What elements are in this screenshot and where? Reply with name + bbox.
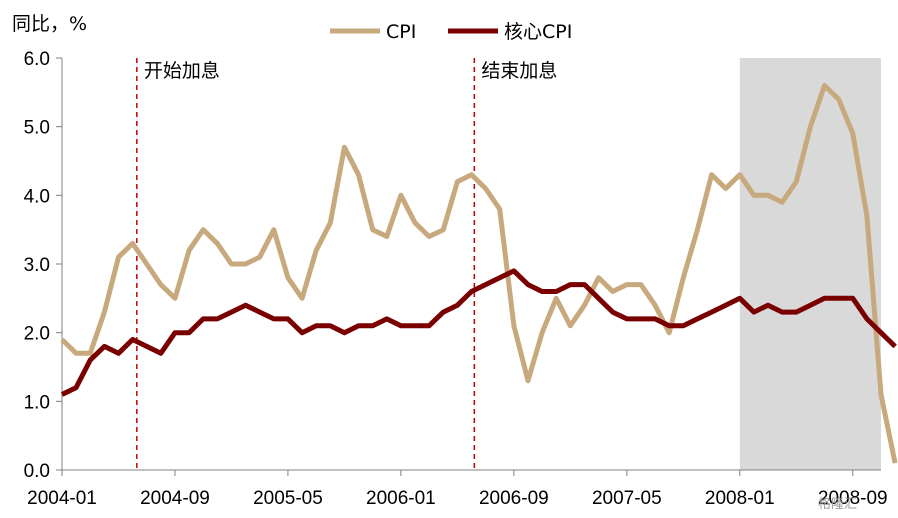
x-tick-label: 2004-01 [27, 488, 97, 509]
annotation-lines: 开始加息 结束加息 [136, 58, 557, 470]
y-tick-label: 4.0 [24, 186, 50, 207]
watermark-text: 格隆汇 [818, 496, 857, 512]
x-tick-label: 2006-09 [479, 488, 549, 509]
x-tick-label: 2006-01 [366, 488, 436, 509]
x-tick-label: 2008-09 [818, 488, 888, 509]
y-tick-label: 6.0 [24, 49, 50, 70]
legend: CPI 核心CPI [330, 21, 572, 43]
y-tick-label: 0.0 [24, 461, 50, 482]
rate-annotation-label: 开始加息 [144, 60, 220, 82]
x-tick-label: 2007-05 [592, 488, 662, 509]
y-tick-label: 5.0 [24, 118, 50, 139]
y-tick-label: 2.0 [24, 324, 50, 345]
y-axis-ticks: 0.0 1.0 2.0 3.0 4.0 5.0 6.0 [24, 49, 62, 482]
legend-label: 核心CPI [504, 21, 572, 43]
y-tick-label: 3.0 [24, 255, 50, 276]
series-line-core-cpi [60, 268, 897, 397]
x-tick-label: 2004-09 [140, 488, 210, 509]
x-tick-label: 2008-01 [705, 488, 775, 509]
y-tick-label: 1.0 [24, 392, 50, 413]
x-axis-ticks: 2004-01 2004-09 2005-05 2006-01 2006-09 2007-… [27, 470, 888, 509]
series-lines [60, 83, 898, 464]
legend-label: CPI [386, 21, 416, 43]
y-axis-label: 同比，% [12, 13, 87, 35]
rate-annotation-label: 结束加息 [481, 60, 557, 82]
x-tick-label: 2005-05 [253, 488, 323, 509]
series-line-cpi [60, 83, 898, 464]
